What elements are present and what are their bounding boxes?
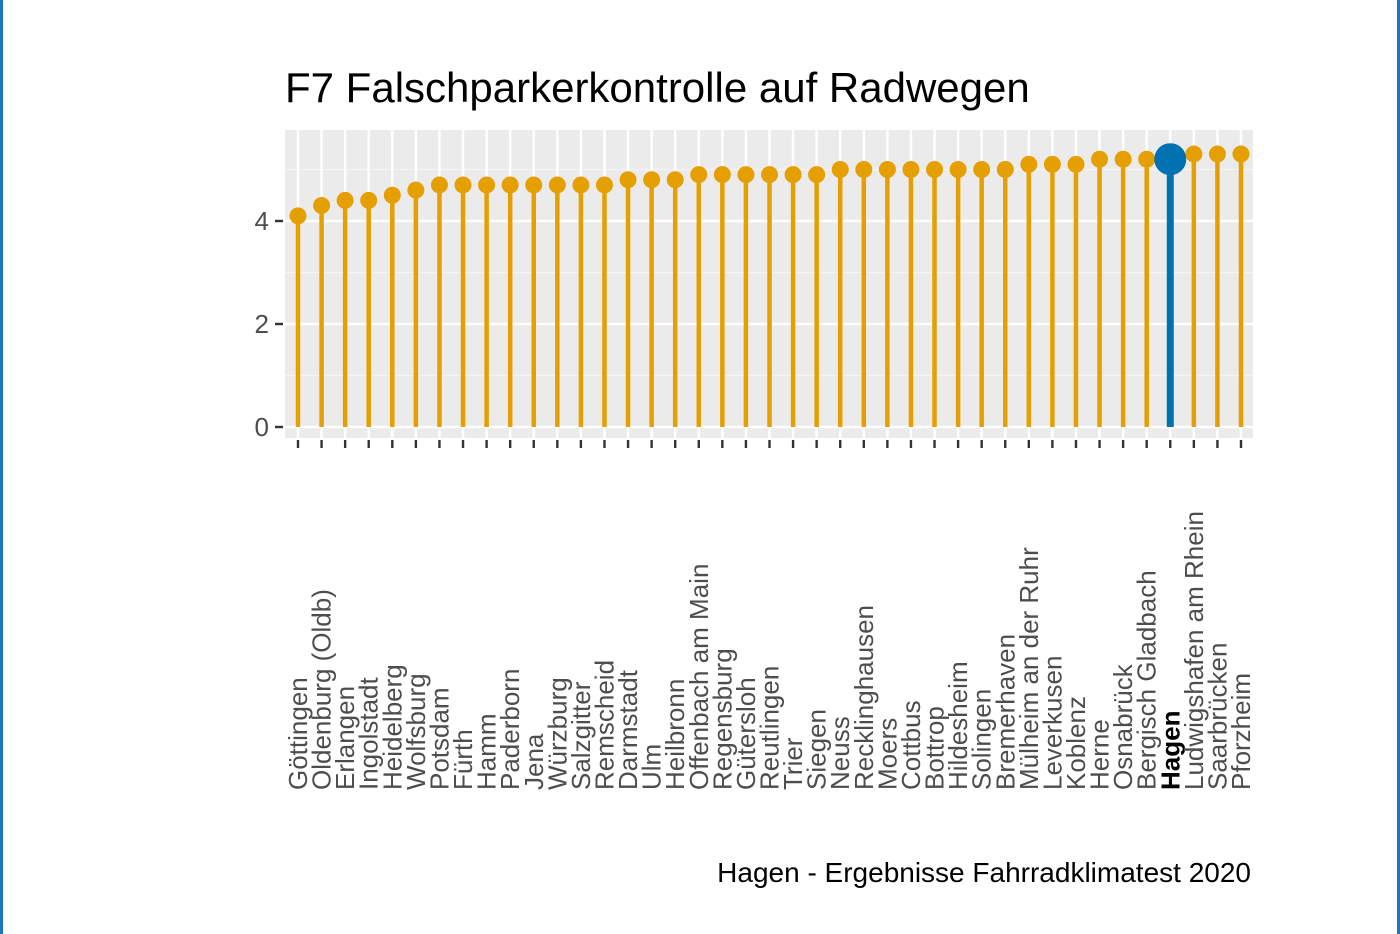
x-tick-label: Pforzheim [1226,673,1256,790]
x-tick-label: Herne [1085,719,1115,790]
lollipop-point [548,176,566,194]
lollipop-point [289,207,307,225]
x-tick-label: Reutlingen [755,666,785,790]
lollipop-point [430,176,448,194]
lollipop-point [808,166,826,184]
x-tick-label: Offenbach am Main [684,564,714,790]
x-tick-label: Hamm [472,713,502,790]
lollipop-point [313,197,331,215]
x-tick-label: Oldenburg (Oldb) [307,589,337,790]
x-tick-label: Göttingen [283,677,313,790]
x-tick-label: Regensburg [707,648,737,790]
x-tick-label: Solingen [967,689,997,790]
lollipop-point [1232,145,1250,163]
lollipop-point [383,186,401,204]
x-tick-label: Jena [519,733,549,790]
x-tick-label: Moers [872,718,902,790]
lollipop-point [454,176,472,194]
y-axis: 0 2 4 [255,206,283,442]
x-tick-label: Siegen [802,709,832,790]
x-tick-label: Neuss [825,716,855,790]
x-tick-label: Recklinghausen [849,605,879,790]
lollipop-point [1020,155,1038,173]
lollipop-chart: F7 Falschparkerkontrolle auf Radwegen 0 2… [255,64,1256,888]
x-tick-label-highlight: Hagen [1155,711,1185,790]
lollipop-point [619,171,637,189]
x-tick-label: Würzburg [542,677,572,790]
x-tick-label: Saarbrücken [1202,643,1232,790]
x-tick-label: Mülheim an der Ruhr [1014,547,1044,790]
lollipop-point [572,176,590,194]
x-tick-label: Trier [778,737,808,790]
lollipop-point [478,176,496,194]
lollipop-point [360,191,378,209]
x-tick-label: Gütersloh [731,677,761,790]
y-tick-label: 2 [255,309,269,339]
lollipop-points [289,143,1250,225]
lollipop-point [501,176,519,194]
lollipop-point [690,166,708,184]
x-tick-label: Osnabrück [1108,663,1138,790]
lollipop-point [1185,145,1203,163]
lollipop-point [737,166,755,184]
x-tick-label: Hildesheim [943,661,973,790]
lollipop-point [996,161,1014,178]
x-tick-label: Remscheid [589,660,619,790]
chart-caption: Hagen - Ergebnisse Fahrradklimatest 2020 [717,857,1251,888]
x-tick-label: Paderborn [495,669,525,790]
lollipop-point [878,161,896,178]
x-tick-label: Heilbronn [660,679,690,790]
lollipop-point [1091,150,1109,168]
lollipop-point [407,181,425,199]
x-tick-label: Ludwigshafen am Rhein [1179,511,1209,790]
chart-title: F7 Falschparkerkontrolle auf Radwegen [285,64,1030,111]
x-tick-label: Bremerhaven [990,634,1020,790]
lollipop-point [1138,150,1156,168]
x-tick-label: Fürth [448,729,478,790]
lollipop-point [926,161,944,178]
x-tick-label: Cottbus [896,700,926,790]
x-tick-label: Bergisch Gladbach [1132,570,1162,790]
x-tick-label: Koblenz [1061,696,1091,790]
x-tick-label: Leverkusen [1037,656,1067,790]
lollipop-point [336,191,354,209]
x-tick-label: Salzgitter [566,681,596,790]
lollipop-point [1043,155,1061,173]
lollipop-point [902,161,920,178]
x-tick-label: Darmstadt [613,669,643,790]
x-tick-label: Ulm [637,744,667,790]
x-tick-label: Bottrop [920,706,950,790]
x-tick-label: Ingolstadt [354,676,384,790]
lollipop-point [643,171,661,189]
lollipop-point [973,161,991,178]
lollipop-point [666,171,684,189]
y-tick-label: 0 [255,412,269,442]
lollipop-point [949,161,967,178]
lollipop-point [1067,155,1085,173]
x-tick-label: Erlangen [330,686,360,790]
y-tick-label: 4 [255,206,269,236]
lollipop-point [784,166,802,184]
lollipop-point [855,161,873,178]
x-tick-label: Wolfsburg [401,673,431,790]
highlight-point [1154,143,1187,176]
lollipop-point [761,166,778,184]
lollipop-point [713,166,731,184]
lollipop-point [525,176,543,194]
lollipop-sticks [295,154,1244,427]
lollipop-point [595,176,613,194]
lollipop-point [1114,150,1132,168]
lollipop-point [831,161,849,178]
lollipop-point [1208,145,1226,163]
x-tick-label: Potsdam [424,687,454,790]
x-tick-label: Heidelberg [377,664,407,790]
